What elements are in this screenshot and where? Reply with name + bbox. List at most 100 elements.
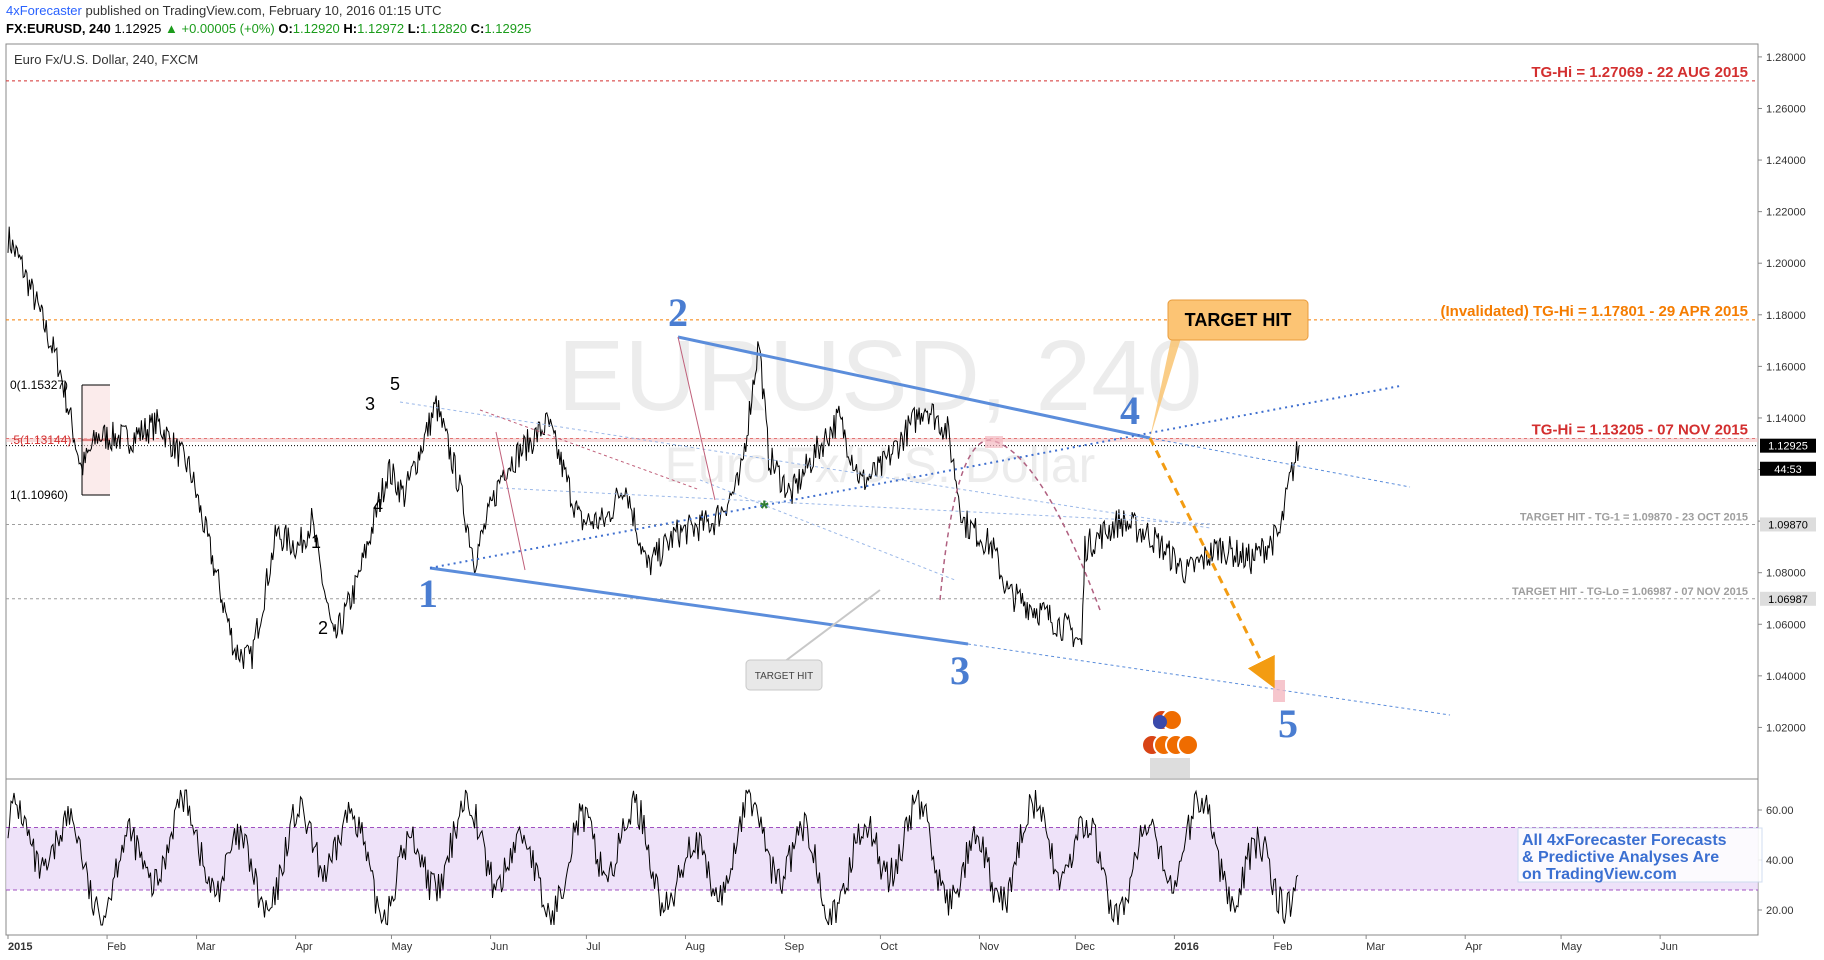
last-price: 1.12925 <box>114 21 162 36</box>
rsi-tick-label: 60.00 <box>1766 805 1794 817</box>
note-pointer <box>779 589 881 666</box>
price-tick-label: 1.20000 <box>1766 258 1806 270</box>
price-change: ▲ +0.00005 (+0%) <box>165 21 275 36</box>
price-marker <box>1760 517 1816 532</box>
price-tick-label: 1.24000 <box>1766 155 1806 167</box>
price-marker-label: 1.06987 <box>1768 594 1808 606</box>
promo-line-1: All 4xForecaster Forecasts <box>1522 832 1727 849</box>
wave-2-label: 2 <box>668 290 688 335</box>
time-axis[interactable]: 2015 Feb Mar Apr May Jun Jul Aug Sep Oct Nov Dec 201… <box>7 935 1678 953</box>
wave-3-label: 3 <box>950 648 970 693</box>
wave2-drop-line <box>677 336 716 501</box>
event-stack <box>1150 758 1190 778</box>
minor-wave-4: 4 <box>373 496 383 516</box>
price-tick-label: 1.22000 <box>1766 207 1806 219</box>
low-label: L: <box>407 21 421 36</box>
arc-marker <box>985 436 1003 448</box>
price-tick-label: 1.16000 <box>1766 361 1806 373</box>
rsi-tick-label: 40.00 <box>1766 855 1794 867</box>
target-marker <box>1273 680 1285 702</box>
time-tick-label: Feb <box>1273 941 1292 953</box>
channel-upper-solid <box>677 335 1151 440</box>
price-marker-label: 1.12925 <box>1768 441 1808 453</box>
price-tick-label: 1.18000 <box>1766 310 1806 322</box>
wave-1-label: 1 <box>418 571 438 616</box>
time-tick-label: Aug <box>685 941 705 953</box>
price-tick-label: 1.08000 <box>1766 568 1806 580</box>
time-tick-label: Dec <box>1075 941 1095 953</box>
price-marker <box>1760 438 1816 453</box>
rsi-band <box>6 827 1758 890</box>
time-tick-label: May <box>1561 941 1582 953</box>
minor-wave-3: 3 <box>365 394 375 414</box>
time-tick-label: Oct <box>880 941 897 953</box>
price-tick-label: 1.04000 <box>1766 671 1806 683</box>
trendline-minor-b <box>499 487 1211 525</box>
flag-icon[interactable] <box>1153 715 1167 729</box>
wave-4-label: 4 <box>1120 388 1140 433</box>
high-value: 1.12972 <box>357 21 405 36</box>
promo-box[interactable]: All 4xForecaster Forecasts & Predictive … <box>1517 827 1763 883</box>
target-levels: TG-Hi = 1.27069 - 22 AUG 2015 (Invalidate… <box>6 64 1758 600</box>
author-link[interactable]: 4xForecaster <box>6 3 82 18</box>
target-level-label: TARGET HIT - TG-1 = 1.09870 - 23 OCT 201… <box>1520 511 1748 523</box>
time-tick-label: Mar <box>1366 941 1385 953</box>
price-series[interactable] <box>7 226 1300 670</box>
time-tick-label: Jun <box>1660 941 1678 953</box>
trendline-1-4 <box>429 385 1401 569</box>
pivot-asterisk: * <box>760 496 769 521</box>
price-tick-label: 1.26000 <box>1766 103 1806 115</box>
time-tick-label: May <box>391 941 412 953</box>
price-marker <box>1760 591 1816 606</box>
publish-header: 4xForecaster published on TradingView.co… <box>6 3 442 18</box>
target-level-label: TG-Hi = 1.13205 - 07 NOV 2015 <box>1532 421 1748 438</box>
price-tick-label: 1.06000 <box>1766 619 1806 631</box>
time-tick-label: Feb <box>107 941 126 953</box>
rsi-series[interactable] <box>7 788 1299 926</box>
price-axis[interactable]: 1.28000 1.26000 1.24000 1.22000 1.20000 1.180… <box>1758 52 1816 735</box>
event-icon[interactable] <box>1177 734 1199 756</box>
time-tick-label: Sep <box>785 941 805 953</box>
fib-retracement[interactable]: 0(1.15327) .5(1.13144) 1(1.10960) <box>10 378 110 502</box>
target-hit-callout[interactable]: TARGET HIT <box>1150 299 1309 438</box>
price-tick-label: 1.14000 <box>1766 413 1806 425</box>
close-value: 1.12925 <box>484 21 532 36</box>
symbol-label: FX:EURUSD, 240 <box>6 21 111 36</box>
target-hit-note[interactable]: TARGET HIT <box>745 589 881 691</box>
close-label: C: <box>470 21 485 36</box>
price-marker-label: 44:53 <box>1774 464 1802 476</box>
open-value: 1.12920 <box>292 21 340 36</box>
trendline-minor-c <box>699 479 956 581</box>
major-wave-labels: 1 2 3 4 5 <box>418 290 1298 746</box>
time-tick-label: Mar <box>197 941 216 953</box>
wave-5-label: 5 <box>1278 701 1298 746</box>
time-tick-label: Jun <box>491 941 509 953</box>
target-level-label: TG-Hi = 1.27069 - 22 AUG 2015 <box>1531 64 1748 81</box>
publish-info: published on TradingView.com, February 1… <box>85 3 442 18</box>
economic-events[interactable] <box>1141 709 1199 778</box>
projection-arrow <box>1148 437 1275 689</box>
channel-lower-solid <box>429 566 969 646</box>
wave-channel[interactable]: * <box>399 335 1451 716</box>
rsi-axis[interactable]: 60.00 40.00 20.00 <box>1758 805 1794 917</box>
time-tick-label: Apr <box>1465 941 1482 953</box>
trendline-minor-a <box>399 401 1211 529</box>
note-box <box>745 659 823 691</box>
high-label: H: <box>343 21 358 36</box>
time-tick-label: Jul <box>586 941 600 953</box>
rsi-tick-label: 20.00 <box>1766 905 1794 917</box>
time-tick-label: 2015 <box>8 941 32 953</box>
target-level-label: TARGET HIT - TG-Lo = 1.06987 - 07 NOV 20… <box>1512 586 1748 598</box>
low-value: 1.12820 <box>420 21 468 36</box>
wave-b-drop-line <box>495 431 526 571</box>
chart-title: Euro Fx/U.S. Dollar, 240, FXCM <box>14 52 198 67</box>
callout-text: TARGET HIT <box>1185 310 1292 330</box>
fib-label-half: .5(1.13144) <box>10 433 71 447</box>
symbol-watermark: EURUSD, 240 <box>558 320 1203 432</box>
promo-line-3: on TradingView.com <box>1522 866 1677 883</box>
price-marker <box>1760 461 1816 476</box>
channel-lower-extension <box>967 643 1451 716</box>
open-label: O: <box>278 21 293 36</box>
promo-line-2: & Predictive Analyses Are <box>1522 849 1719 866</box>
